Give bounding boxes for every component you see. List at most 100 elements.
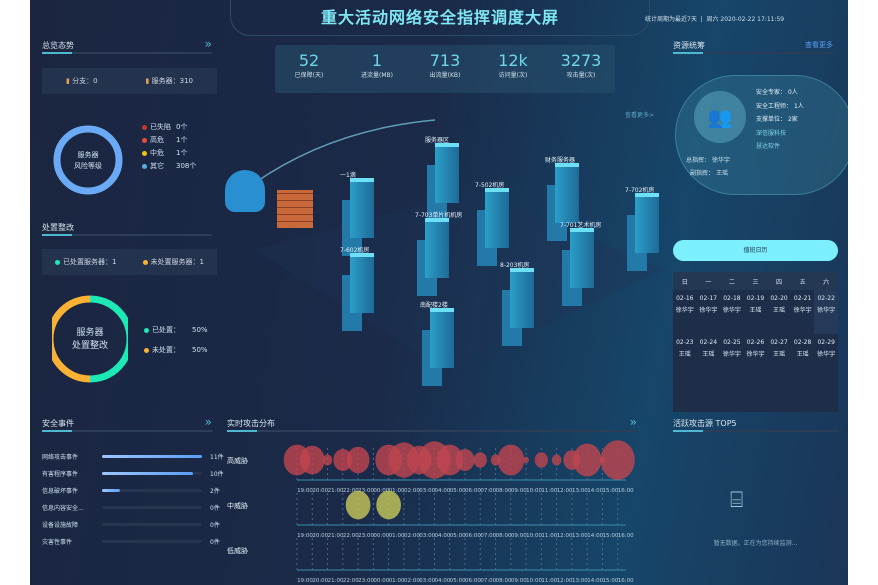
x-tick-label: 00:00 [373, 488, 389, 494]
attack-bubble[interactable] [572, 443, 602, 477]
x-tick-label: 04:00 [435, 488, 451, 494]
building-icon[interactable] [555, 163, 579, 223]
stat-item: 12k 访问量(次) [479, 45, 547, 93]
x-tick-label: 23:00 [358, 578, 374, 584]
network-map: 查看更多> 服务器区 一1滴 7-502机房 财务服务器 7-702机房 7-703单片机… [225, 100, 665, 410]
attack-bubble[interactable] [376, 490, 401, 520]
expand-icon[interactable]: » [204, 37, 212, 51]
building-icon[interactable] [570, 228, 594, 288]
calendar-day[interactable]: 02-19 王瑶 [746, 295, 765, 314]
building-icon[interactable] [350, 178, 374, 238]
expert-count: 安全专家： 0人 [756, 89, 798, 96]
event-count: 10件 [210, 471, 224, 478]
attack-bubble[interactable] [333, 449, 353, 471]
calendar-day[interactable]: 02-29 徐华宇 [817, 339, 836, 358]
event-label: 信息内容安全... [42, 505, 84, 512]
legend-item: 已处置： 50% [144, 324, 208, 344]
x-tick-label: 04:00 [435, 578, 451, 584]
x-tick-label: 21:00 [328, 488, 344, 494]
attack-bubble[interactable] [436, 444, 464, 476]
x-tick-label: 12:00 [557, 533, 573, 539]
event-row: 信息破坏事件 2件 [42, 482, 224, 499]
weekday-header: 六 [814, 272, 838, 290]
building-icon: ▮ [65, 77, 70, 85]
building-icon[interactable] [435, 143, 459, 203]
building-label: 南配楼2楼 [420, 302, 448, 309]
x-tick-label: 07:00 [480, 578, 496, 584]
calendar-day[interactable]: 02-20 王瑶 [770, 295, 788, 314]
calendar-day[interactable]: 02-24 王瑶 [699, 339, 718, 358]
x-tick-label: 12:00 [557, 488, 573, 494]
x-tick-label: 19:00 [297, 533, 313, 539]
calendar-day[interactable]: 02-26 徐华宇 [746, 339, 765, 358]
attack-bubble[interactable] [534, 452, 548, 468]
expand-icon[interactable]: » [204, 415, 212, 429]
legend-dot [142, 137, 147, 143]
stat-value: 12k [498, 51, 528, 70]
legend-dot [142, 150, 147, 156]
disposal-donut-label: 服务器 处置整改 [71, 328, 108, 351]
x-tick-label: 05:00 [450, 533, 466, 539]
building-icon[interactable] [510, 268, 534, 328]
calendar-day[interactable]: 02-23 王瑶 [676, 339, 694, 358]
server-count: ▮ 服务器：310 [145, 77, 193, 85]
building-icon[interactable] [425, 218, 449, 278]
server-icon: ▮ [145, 77, 150, 85]
stat-label: 已保障(天) [294, 72, 324, 79]
stat-item: 52 已保障(天) [275, 45, 343, 93]
calendar-day[interactable]: 02-16 徐华宇 [675, 295, 694, 314]
stat-label: 攻击量(次) [566, 72, 596, 79]
x-tick-label: 06:00 [465, 488, 481, 494]
header-meta: 统计周期为最近7天 | 周六 2020-02-22 17:11:59 [645, 16, 785, 23]
event-label: 有害程序事件 [42, 471, 79, 478]
x-tick-label: 15:00 [603, 578, 619, 584]
team-icon: 👥 [694, 91, 746, 143]
x-tick-label: 21:00 [328, 578, 344, 584]
calendar-day[interactable]: 02-28 王瑶 [793, 339, 812, 358]
expand-icon[interactable]: » [629, 415, 637, 429]
x-tick-label: 14:00 [587, 488, 603, 494]
attack-bubble[interactable] [600, 440, 635, 480]
calendar-day[interactable]: 02-27 王瑶 [770, 339, 788, 358]
calendar-day[interactable]: 02-22 徐华宇 [814, 290, 838, 334]
calendar-day[interactable]: 02-21 徐华宇 [793, 295, 812, 314]
attack-chart-header: 实时攻击分布» [227, 415, 637, 432]
todo-servers: 未处置服务器：1 [142, 257, 204, 267]
weekday-header: 五 [790, 272, 815, 290]
attack-bubble[interactable] [473, 452, 487, 468]
map-more-link[interactable]: 查看更多> [625, 112, 655, 119]
building-icon[interactable] [430, 308, 454, 368]
event-label: 灾害性事件 [42, 539, 73, 546]
attack-bubble[interactable] [299, 445, 325, 475]
stat-value: 52 [298, 51, 320, 70]
x-tick-label: 00:00 [373, 533, 389, 539]
cloud-icon [225, 170, 265, 212]
attack-bubble[interactable] [345, 490, 371, 520]
attack-bubble[interactable] [497, 444, 525, 476]
attack-bubble[interactable] [322, 454, 333, 466]
building-icon[interactable] [635, 193, 659, 253]
attack-bubble[interactable] [551, 454, 562, 466]
calendar-day[interactable]: 02-25 徐华宇 [722, 339, 741, 358]
x-tick-label: 23:00 [358, 533, 374, 539]
x-tick-label: 11:00 [541, 488, 557, 494]
resources-more-link[interactable]: 查看更多 [805, 41, 833, 49]
stat-item: 1 进流量(MB) [343, 45, 411, 93]
attack-bubble[interactable] [455, 449, 475, 471]
event-row: 信息内容安全... 0件 [42, 499, 224, 516]
building-icon[interactable] [485, 188, 509, 248]
duty-calendar-button[interactable]: 值班日历 [673, 240, 838, 261]
stat-label: 访问量(次) [498, 72, 528, 79]
x-tick-label: 21:00 [328, 533, 344, 539]
building-icon[interactable] [350, 253, 374, 313]
calendar-day[interactable]: 02-18 徐华宇 [722, 295, 741, 314]
stat-value: 1 [371, 51, 383, 70]
calendar-day[interactable]: 02-17 徐华宇 [699, 295, 718, 314]
x-tick-label: 01:00 [389, 488, 405, 494]
attack-bubble[interactable] [523, 456, 529, 464]
empty-box-icon: ⌸ [730, 488, 744, 513]
attack-bubble[interactable] [346, 446, 370, 474]
event-bar-track [102, 540, 202, 543]
disposal-header: 处置整改 [42, 222, 212, 236]
event-label: 信息破坏事件 [42, 488, 79, 495]
